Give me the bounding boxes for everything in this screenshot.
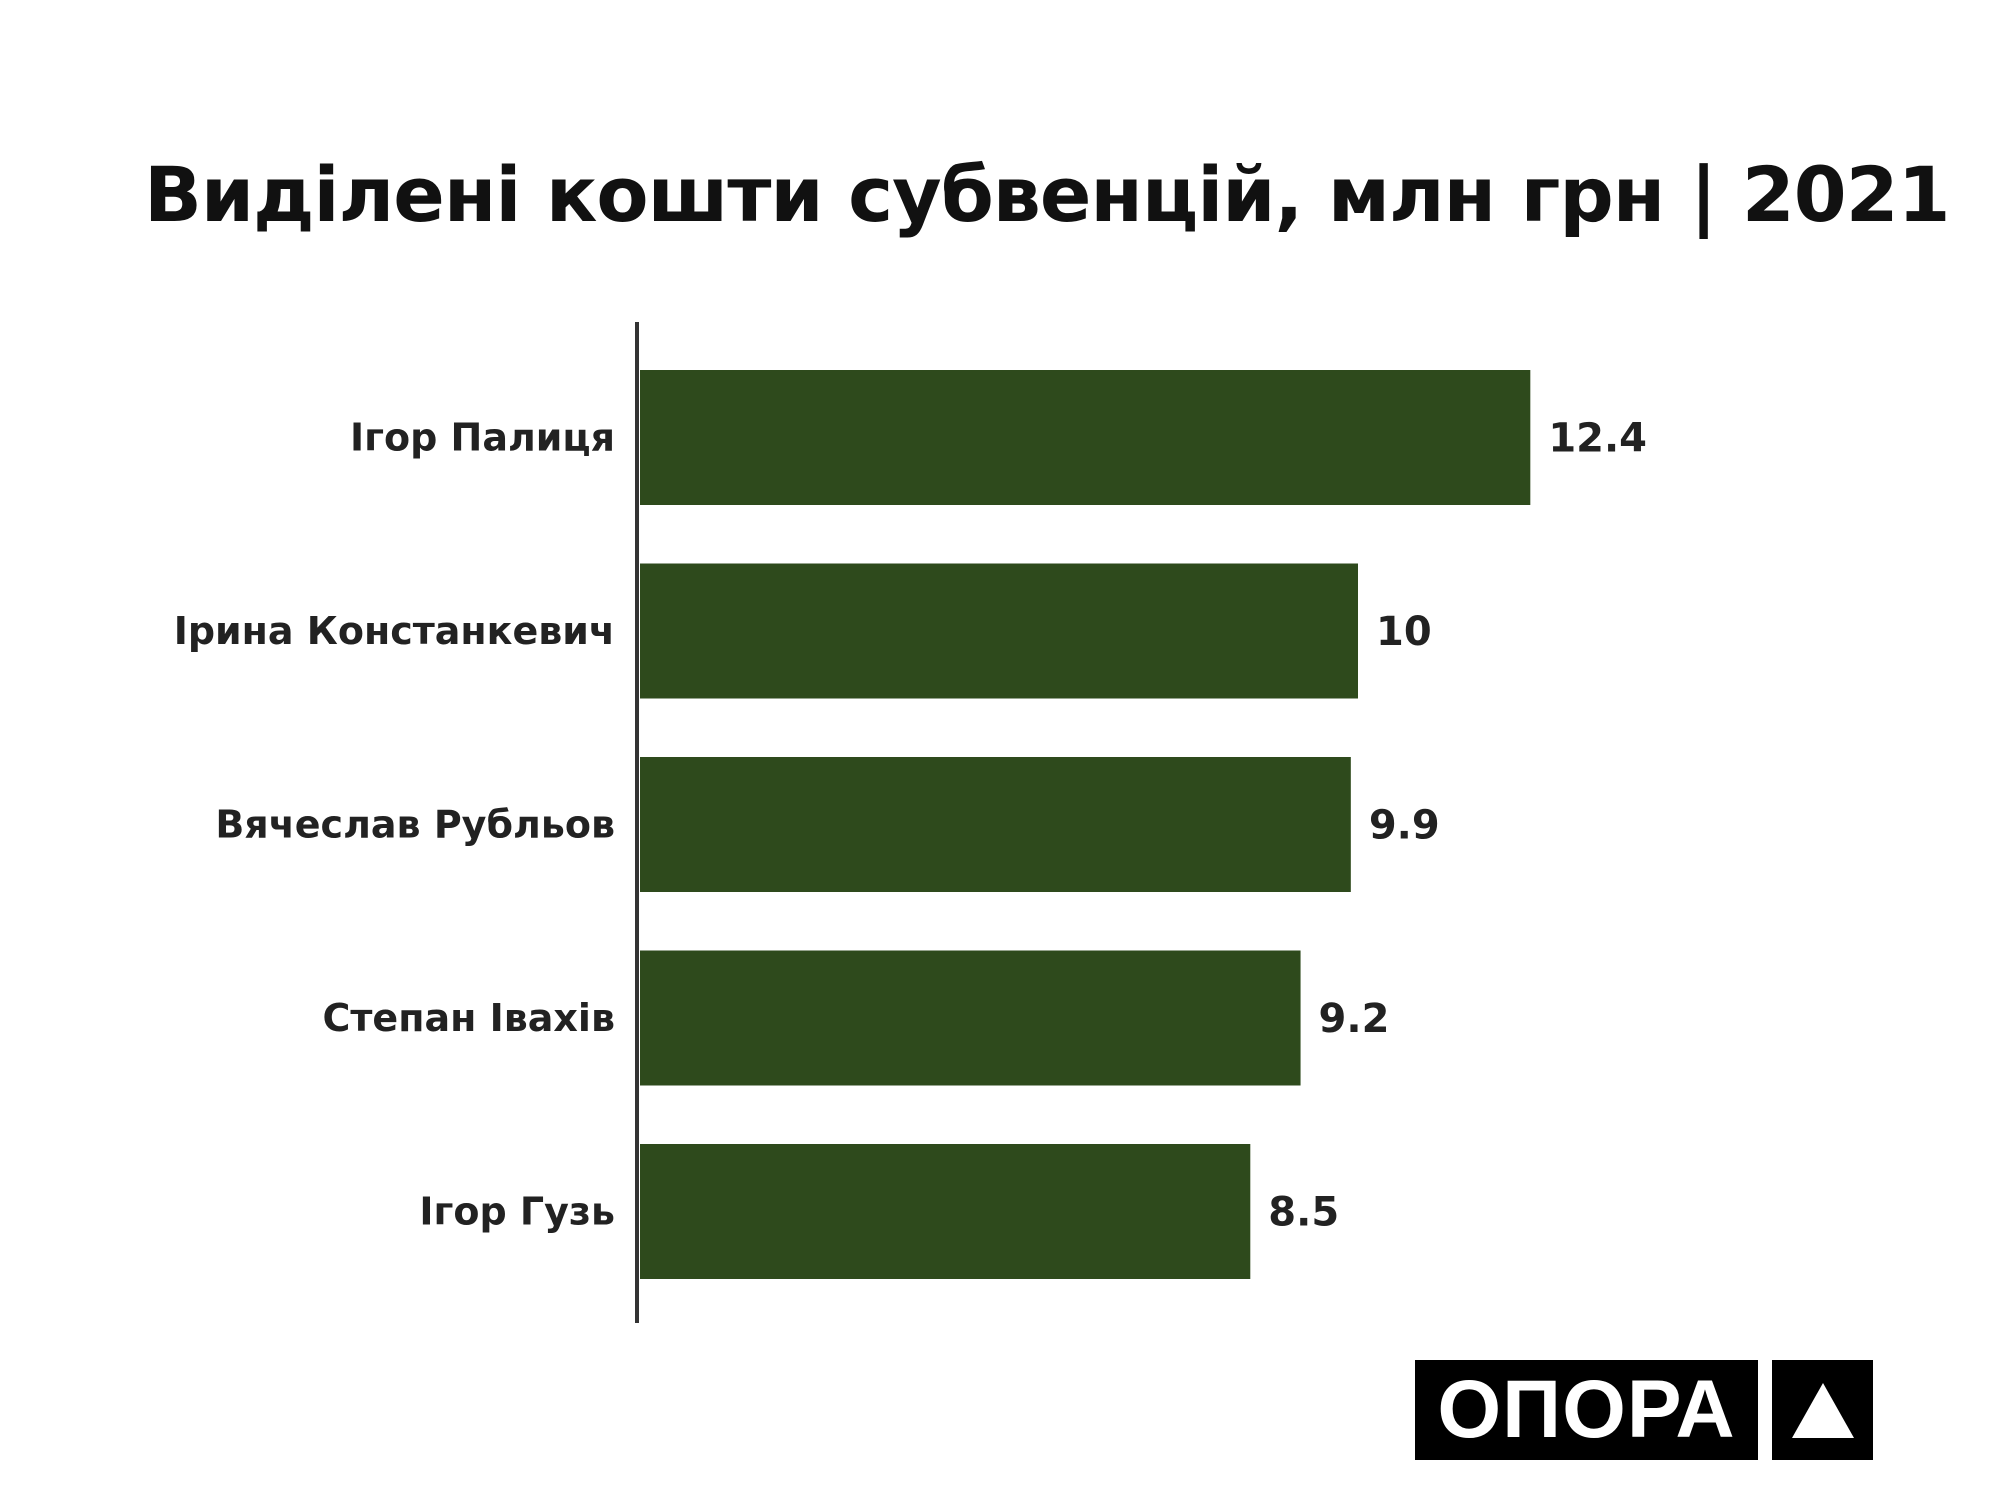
category-label: Ігор Палиця: [350, 416, 615, 460]
value-label: 12.4: [1548, 416, 1647, 462]
value-label: 9.2: [1319, 996, 1390, 1042]
logo-text: ОПОРА: [1415, 1360, 1758, 1460]
bar: [640, 950, 1301, 1086]
value-label: 9.9: [1369, 803, 1440, 849]
category-label: Ірина Констанкевич: [174, 609, 615, 653]
bar: [640, 1144, 1251, 1279]
triangle-icon: [1772, 1360, 1873, 1460]
bar: [640, 370, 1531, 505]
category-label: Вячеслав Рубльов: [215, 803, 615, 847]
opora-logo: ОПОРА: [1415, 1360, 1873, 1460]
value-label: 8.5: [1268, 1190, 1339, 1236]
bar: [640, 563, 1358, 699]
chart-title: Виділені кошти субвенцій, млн грн | 2021: [144, 150, 1950, 239]
category-label: Степан Івахів: [323, 996, 615, 1040]
category-label: Ігор Гузь: [419, 1190, 615, 1234]
bar: [640, 757, 1351, 892]
value-label: 10: [1376, 609, 1432, 655]
